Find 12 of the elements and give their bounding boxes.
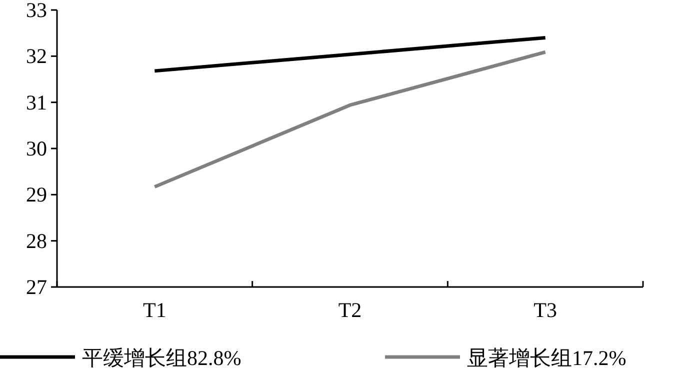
legend-label: 显著增长组17.2% (467, 346, 626, 370)
y-tick-label: 27 (26, 275, 47, 299)
y-tick-label: 32 (26, 44, 47, 68)
y-tick-label: 30 (26, 136, 47, 160)
y-tick-label: 28 (26, 228, 47, 253)
x-tick-label: T2 (338, 298, 362, 322)
x-tick-label: T1 (143, 298, 166, 322)
y-tick-label: 31 (26, 90, 47, 114)
y-tick-label: 29 (26, 182, 47, 207)
y-tick-label: 33 (26, 0, 47, 22)
x-tick-label: T3 (534, 298, 557, 322)
legend-label: 平缓增长组82.8% (82, 346, 242, 370)
